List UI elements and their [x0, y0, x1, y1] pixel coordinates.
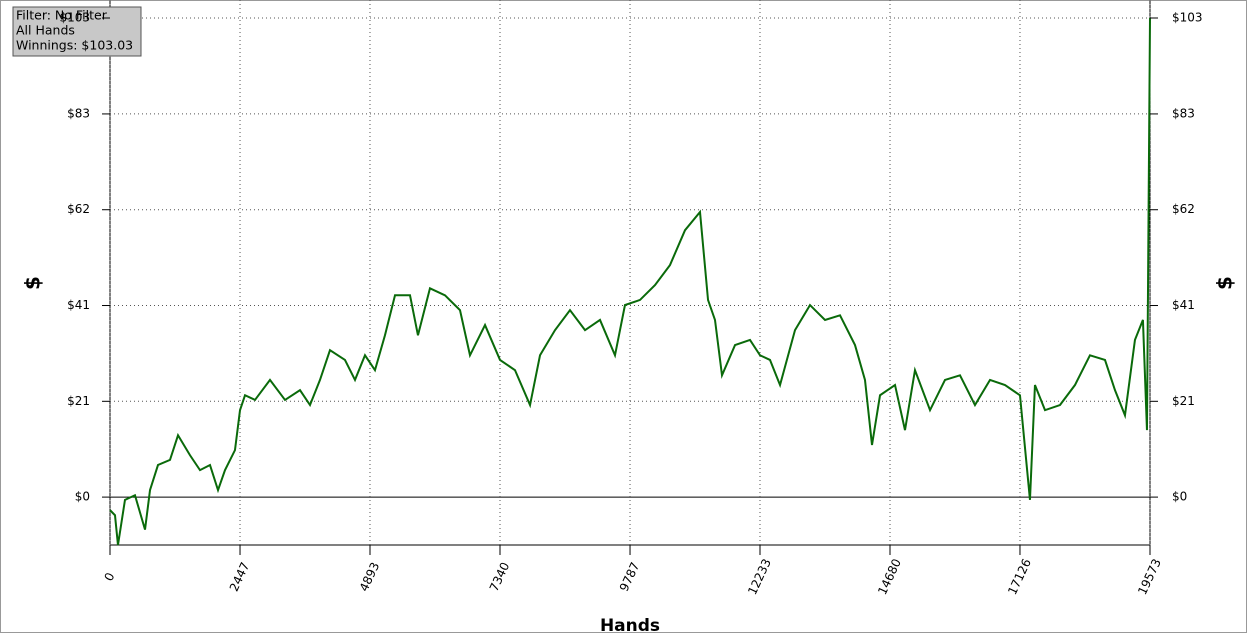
line	[109, 17, 1151, 546]
y-tick-label: $0	[75, 490, 90, 504]
y-axis-label: $	[21, 276, 45, 290]
filter-box: Filter: No Filter All Hands Winnings: $1…	[12, 6, 142, 57]
annotation: Winnings: $103.03	[16, 38, 133, 53]
y2-tick-label: $0	[1172, 490, 1187, 504]
y-tick-label: $21	[67, 394, 90, 408]
y-tick-label: $103	[59, 10, 90, 24]
y2-tick-label: $41	[1172, 298, 1195, 312]
y-tick-label: $62	[67, 202, 90, 216]
filter-box-bg	[12, 6, 142, 57]
y2-tick-label: $83	[1172, 106, 1195, 120]
x-axis-label: Hands	[600, 616, 660, 633]
y2-tick-label: $62	[1172, 202, 1195, 216]
annotation: All Hands	[16, 23, 75, 38]
y2-tick-label: $103	[1172, 10, 1203, 24]
y-tick-label: $41	[67, 298, 90, 312]
y2-axis-label: $	[1213, 276, 1237, 290]
y-tick-label: $83	[67, 106, 90, 120]
y2-tick-label: $21	[1172, 394, 1195, 408]
annotation: Filter: No Filter	[16, 8, 108, 23]
